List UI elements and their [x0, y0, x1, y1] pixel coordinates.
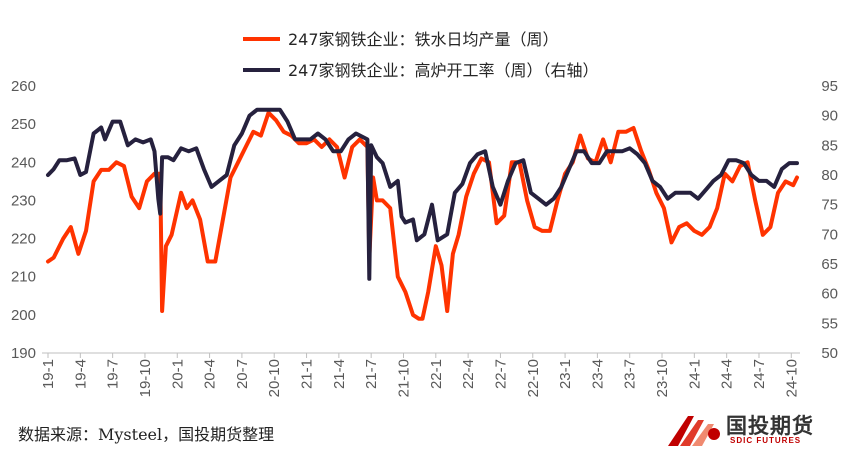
right-tick-label: 80 [821, 167, 838, 184]
series-line-blast-furnace [46, 107, 799, 281]
x-tick-label: 24-10 [783, 359, 800, 397]
logo-text-cn: 国投期货 [726, 414, 814, 438]
x-tick-label: 21-4 [331, 359, 348, 389]
legend-label-iron-output: 247家钢铁企业：铁水日均产量（周） [288, 30, 559, 49]
logo-mark-icon [668, 416, 720, 446]
series-line-iron-output [46, 110, 799, 321]
x-tick-label: 22-1 [428, 359, 445, 389]
plot-area [46, 107, 799, 321]
right-tick-label: 55 [821, 315, 838, 332]
x-tick-label: 19-4 [72, 359, 89, 389]
left-axis: 190 200 210 220 230 240 250 260 [11, 78, 36, 362]
x-tick-label: 22-7 [492, 359, 509, 389]
left-tick-label: 260 [11, 78, 36, 95]
x-tick-label: 21-10 [395, 359, 412, 397]
x-axis: 19-1 19-4 19-7 19-10 20-1 20-4 20-7 20-10 21-1 21… [40, 353, 800, 397]
left-tick-label: 250 [11, 116, 36, 133]
brand-logo: 国投期货 SDIC FUTURES [668, 408, 838, 448]
x-tick-label: 20-4 [202, 359, 219, 389]
x-tick-label: 24-7 [751, 359, 768, 389]
logo-text-en: SDIC FUTURES [730, 436, 802, 445]
x-tick-label: 19-7 [105, 359, 122, 389]
left-tick-label: 240 [11, 154, 36, 171]
x-tick-label: 22-10 [525, 359, 542, 397]
x-tick-label: 23-4 [589, 359, 606, 389]
left-tick-label: 230 [11, 192, 36, 209]
x-tick-label: 24-4 [719, 359, 736, 389]
x-tick-label: 22-4 [460, 359, 477, 389]
right-tick-label: 95 [821, 78, 838, 95]
right-tick-label: 50 [821, 345, 838, 362]
right-tick-label: 65 [821, 256, 838, 273]
x-tick-label: 23-7 [622, 359, 639, 389]
right-tick-label: 70 [821, 226, 838, 243]
legend: 247家钢铁企业：铁水日均产量（周） 247家钢铁企业：高炉开工率（周）（右轴） [243, 30, 599, 80]
left-tick-label: 220 [11, 231, 36, 248]
source-note: 数据来源：Mysteel，国投期货整理 [18, 425, 275, 444]
x-tick-label: 21-1 [299, 359, 316, 389]
x-tick-label: 20-1 [169, 359, 186, 389]
x-tick-label: 20-10 [266, 359, 283, 397]
left-tick-label: 190 [11, 345, 36, 362]
left-tick-label: 210 [11, 269, 36, 286]
x-tick-label: 19-10 [137, 359, 154, 397]
x-tick-label: 20-7 [234, 359, 251, 389]
right-tick-label: 75 [821, 197, 838, 214]
x-tick-label: 19-1 [40, 359, 57, 389]
right-tick-label: 60 [821, 286, 838, 303]
left-tick-label: 200 [11, 307, 36, 324]
x-tick-label: 24-1 [686, 359, 703, 389]
x-tick-label: 23-1 [557, 359, 574, 389]
right-tick-label: 85 [821, 137, 838, 154]
right-axis: 50 55 60 65 70 75 80 85 90 95 [821, 78, 838, 362]
x-tick-label: 23-10 [654, 359, 671, 397]
legend-label-blast-furnace: 247家钢铁企业：高炉开工率（周）（右轴） [288, 61, 599, 80]
x-tick-label: 21-7 [363, 359, 380, 389]
right-tick-label: 90 [821, 108, 838, 125]
